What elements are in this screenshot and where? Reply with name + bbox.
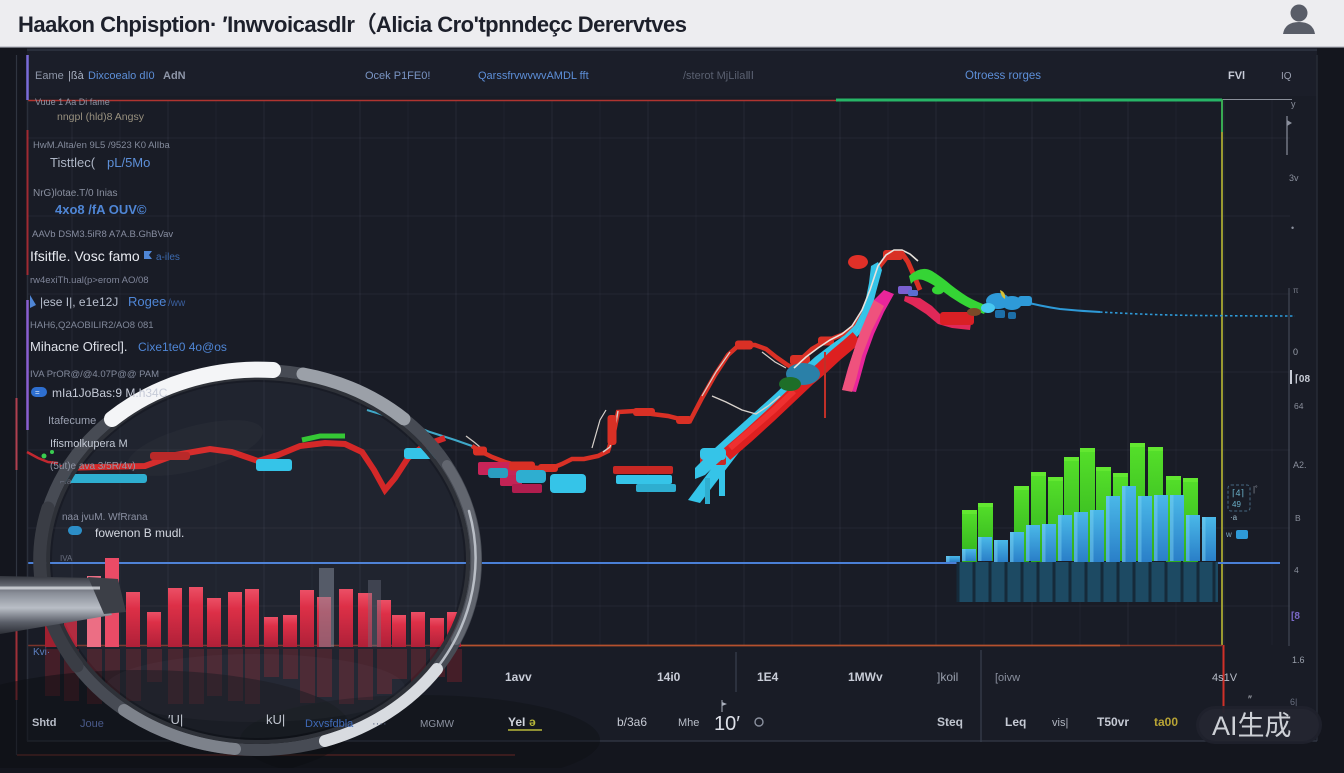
svg-text:⌈4⌉: ⌈4⌉ — [1232, 488, 1244, 498]
svg-text:b/3a6: b/3a6 — [617, 715, 647, 729]
svg-text:1E4: 1E4 — [757, 670, 779, 684]
svg-text:HwM.Alta/en 9L5 /9523 K0 AlIba: HwM.Alta/en 9L5 /9523 K0 AlIba — [33, 140, 170, 151]
svg-text:4s1V: 4s1V — [1212, 672, 1238, 684]
svg-text:•: • — [1291, 223, 1294, 233]
svg-text:|ßà: |ßà — [68, 70, 85, 82]
svg-text:3v: 3v — [1289, 173, 1299, 183]
svg-text:AAVb DSM3.5iR8 A7A.B.GhBVav: AAVb DSM3.5iR8 A7A.B.GhBVav — [32, 229, 173, 240]
svg-text:|ese I|, e1e12J: |ese I|, e1e12J — [40, 295, 118, 309]
svg-text:a-iles: a-iles — [156, 252, 180, 263]
svg-text:π: π — [1293, 286, 1299, 295]
svg-text:IVA PrOR@/@4.07P@@ PAM: IVA PrOR@/@4.07P@@ PAM — [30, 369, 159, 380]
svg-text:kU|: kU| — [266, 712, 285, 727]
svg-text:y: y — [1291, 99, 1296, 109]
svg-text:YeI: YeI — [508, 715, 525, 729]
svg-text:AdN: AdN — [163, 70, 186, 82]
svg-text:Itafecume: Itafecume — [48, 415, 96, 427]
svg-text:=: = — [35, 388, 40, 397]
svg-text:0: 0 — [1293, 347, 1298, 357]
svg-text:(5ut)e ava 3/5R/4v): (5ut)e ava 3/5R/4v) — [50, 461, 136, 472]
svg-text:⌈08: ⌈08 — [1295, 374, 1310, 385]
svg-text:⌐.a: ⌐.a — [60, 477, 72, 486]
svg-text:4xo8 /fA OUV©: 4xo8 /fA OUV© — [55, 202, 147, 217]
svg-text:A2.: A2. — [1293, 460, 1307, 470]
svg-text:Haakon Chpisption· ′Inwvoicasd: Haakon Chpisption· ′Inwvoicasdlr（Alicia … — [18, 12, 687, 37]
svg-text:T50vr: T50vr — [1097, 715, 1129, 729]
svg-text:Eame: Eame — [35, 70, 64, 82]
svg-text:6|: 6| — [1290, 697, 1297, 707]
svg-text:[oivw: [oivw — [995, 672, 1020, 684]
svg-text:Shtd: Shtd — [32, 717, 56, 729]
svg-text:/sterot MjLilaⅡⅠ: /sterot MjLilaⅡⅠ — [683, 70, 754, 82]
svg-text:″: ″ — [1248, 694, 1252, 706]
svg-text:nngpl (hld)8 Angsy: nngpl (hld)8 Angsy — [57, 111, 145, 123]
svg-text:|˚: |˚ — [1253, 485, 1258, 494]
svg-text:Leq: Leq — [1005, 715, 1026, 729]
svg-text:]koil: ]koil — [937, 670, 958, 684]
svg-text:[8: [8 — [1291, 611, 1300, 622]
svg-text:MGMW: MGMW — [420, 719, 454, 730]
svg-text:HAH6,Q2AOBILIR2/AO8 081: HAH6,Q2AOBILIR2/AO8 081 — [30, 320, 154, 331]
svg-text:mIa1JoBas:9 M.h34C: mIa1JoBas:9 M.h34C — [52, 386, 168, 400]
svg-text:Ifsitfle. Vosc famo: Ifsitfle. Vosc famo — [30, 248, 140, 264]
svg-text:14i0: 14i0 — [657, 670, 681, 684]
svg-text:/ww: /ww — [168, 298, 186, 309]
svg-text:Dxvsfdbla: Dxvsfdbla — [305, 718, 354, 730]
svg-text:Kvi·: Kvi· — [33, 647, 50, 658]
svg-text:·a: ·a — [1230, 513, 1238, 522]
svg-text:Mihacne Ofirecl].: Mihacne Ofirecl]. — [30, 339, 128, 354]
svg-text:naa jvuM. WfRrana: naa jvuM. WfRrana — [62, 512, 148, 523]
svg-text:IVA: IVA — [60, 554, 73, 563]
svg-text:FVl: FVl — [1228, 70, 1245, 82]
svg-text:B: B — [1295, 513, 1301, 523]
svg-text:1.6: 1.6 — [1292, 655, 1305, 665]
svg-text:pL/5Mo: pL/5Mo — [107, 155, 150, 170]
svg-text:Otroess rorges: Otroess rorges — [965, 70, 1041, 82]
svg-text:Ifismolkupera M: Ifismolkupera M — [50, 438, 128, 450]
svg-text:QarssfrvwvwvAMDL fft: QarssfrvwvwvAMDL fft — [478, 70, 589, 82]
svg-text:Rogee: Rogee — [128, 294, 166, 309]
svg-text:Mhe: Mhe — [678, 717, 699, 729]
svg-text:ta00: ta00 — [1154, 715, 1178, 729]
svg-text:AI生成: AI生成 — [1212, 711, 1292, 741]
svg-text:Ocek P1FE0!: Ocek P1FE0! — [365, 70, 430, 82]
svg-text:Joue: Joue — [80, 718, 104, 730]
svg-text:Vuue 1 Aa Di fame: Vuue 1 Aa Di fame — [35, 97, 110, 107]
svg-text:····: ···· — [372, 718, 387, 730]
svg-text:ə: ə — [529, 715, 536, 729]
svg-text:4: 4 — [1294, 565, 1299, 575]
svg-text:Steq: Steq — [937, 715, 963, 729]
svg-text:1MWv: 1MWv — [848, 670, 883, 684]
svg-text:IQ: IQ — [1281, 71, 1292, 82]
svg-text:49: 49 — [1232, 500, 1241, 509]
svg-text:rw4exiTh.ual(p>erom AO/08: rw4exiTh.ual(p>erom AO/08 — [30, 275, 149, 286]
svg-text:10′: 10′ — [714, 713, 740, 735]
svg-text:Cixe1te0 4o@os: Cixe1te0 4o@os — [138, 340, 227, 354]
svg-text:64: 64 — [1294, 401, 1304, 411]
svg-text:′U|: ′U| — [168, 712, 183, 727]
svg-text:vis|: vis| — [1052, 717, 1068, 729]
svg-text:NrG)lotae.T/0 Inias: NrG)lotae.T/0 Inias — [33, 188, 117, 199]
svg-text:Tisttlec(: Tisttlec( — [50, 155, 96, 170]
svg-text:1avv: 1avv — [505, 670, 532, 684]
svg-text:w: w — [1225, 530, 1232, 539]
svg-text:fowenon B mudl.: fowenon B mudl. — [95, 526, 184, 540]
svg-text:Dixcoealo dI0: Dixcoealo dI0 — [88, 70, 155, 82]
